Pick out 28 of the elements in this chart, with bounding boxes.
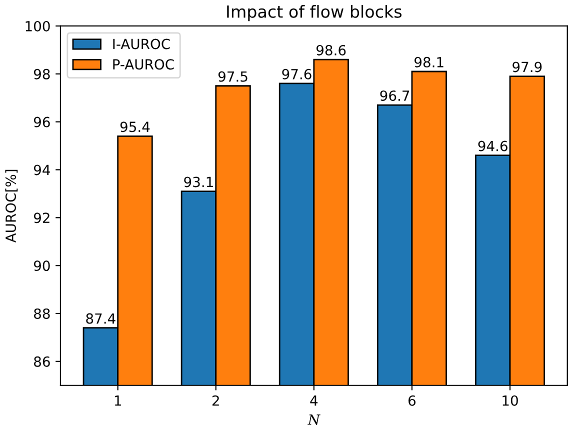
y-tick-label: 86	[34, 356, 50, 367]
chart-title: Impact of flow blocks	[227, 4, 402, 22]
y-tick-label: 98	[34, 68, 50, 80]
y-tick-label: 100	[26, 20, 50, 32]
y-tick-label: 90	[34, 260, 50, 272]
y-tick-label: 92	[34, 212, 50, 224]
data-label: 96.7	[380, 90, 410, 101]
x-axis-title: N	[308, 414, 320, 425]
x-tick-label: 6	[408, 395, 416, 406]
legend-label: P-AUROC	[113, 59, 174, 70]
data-label: 98.6	[316, 44, 346, 56]
x-tick-label: 4	[310, 396, 318, 406]
x-tick-label: 1	[114, 396, 121, 406]
data-label: 93.1	[184, 176, 213, 188]
y-axis-title: AUROC[%]	[5, 170, 18, 243]
legend-label: I-AUROC	[113, 38, 170, 50]
data-label: 94.6	[478, 140, 508, 152]
y-tick-label: 96	[34, 116, 50, 128]
data-label: 97.5	[218, 71, 248, 82]
data-label: 98.1	[414, 56, 444, 68]
x-tick-label: 2	[212, 395, 219, 406]
data-label: 87.4	[86, 313, 116, 324]
data-label: 95.4	[120, 122, 150, 132]
data-label: 97.6	[282, 68, 312, 80]
x-tick-label: 10	[502, 395, 518, 406]
y-tick-label: 88	[34, 308, 50, 319]
y-tick-label: 94	[34, 164, 50, 176]
data-label: 97.9	[512, 62, 542, 72]
